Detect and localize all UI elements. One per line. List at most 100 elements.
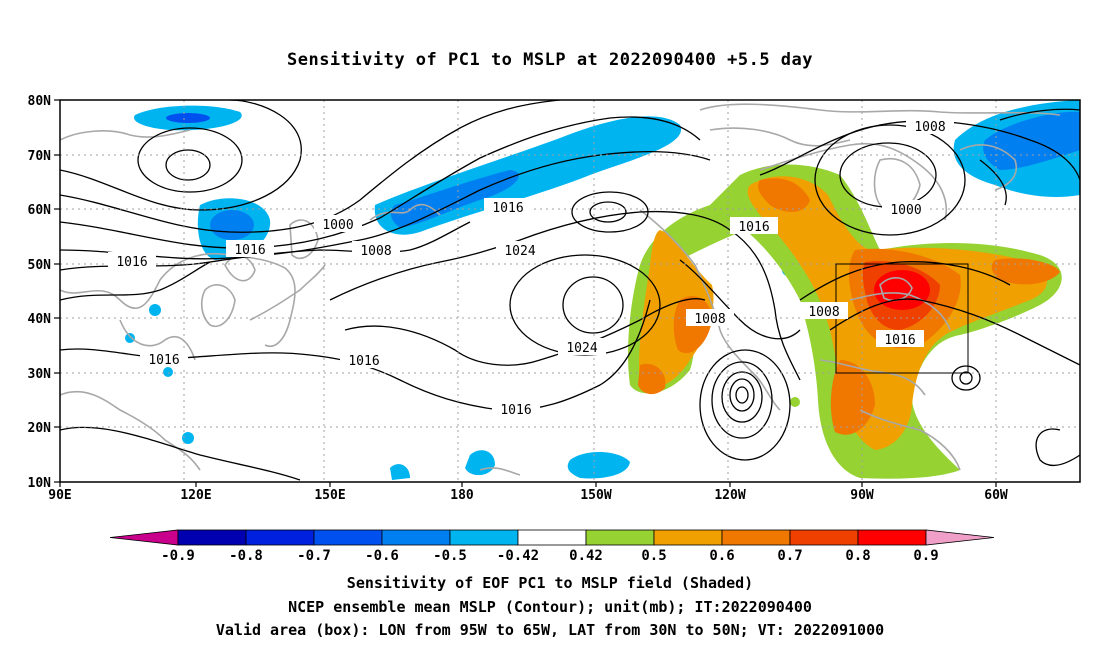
caption-shading: Sensitivity of EOF PC1 to MSLP field (Sh… (346, 574, 754, 592)
lon-label: 60W (984, 488, 1008, 503)
positive-region (991, 258, 1060, 285)
positive-region (830, 360, 875, 435)
mslp-contours (60, 100, 1080, 481)
caption-contour: NCEP ensemble mean MSLP (Contour); unit(… (288, 598, 812, 616)
colorbar-swatch (721, 529, 791, 546)
colorbar-swatch (381, 529, 451, 546)
svg-text:1024: 1024 (566, 341, 597, 356)
negative-core (390, 170, 519, 228)
lon-label: 180 (450, 488, 474, 503)
colorbar-swatch (789, 529, 859, 546)
svg-text:1008: 1008 (360, 244, 391, 259)
negative-core (166, 113, 210, 123)
svg-text:1016: 1016 (148, 353, 179, 368)
lat-label: 10N (28, 476, 52, 491)
contour-label: 1016 (226, 240, 274, 258)
contour-label: 1000 (882, 200, 930, 218)
colorbar-low-end (109, 529, 179, 546)
positive-region (638, 363, 666, 395)
svg-text:1016: 1016 (116, 255, 147, 270)
colorbar-tick-label: 0.42 (569, 548, 603, 564)
caption-valid-area: Valid area (box): LON from 95W to 65W, L… (215, 621, 885, 639)
colorbar-tick-label: -0.9 (161, 548, 195, 564)
svg-text:1008: 1008 (808, 305, 839, 320)
positive-spot (930, 454, 946, 470)
contour-label: 1008 (906, 117, 954, 135)
svg-text:1016: 1016 (500, 403, 531, 418)
lon-label: 120E (180, 488, 211, 503)
contour-label: 1016 (484, 198, 532, 216)
lat-label: 50N (28, 258, 52, 273)
lat-label: 70N (28, 149, 52, 164)
contour-label: 1016 (492, 400, 540, 418)
lon-label: 120W (714, 488, 745, 503)
plot-frame (59, 99, 1081, 483)
colorbar-tick-label: 0.9 (913, 548, 938, 564)
colorbar-swatch (857, 529, 927, 546)
svg-text:1008: 1008 (694, 312, 725, 327)
lat-label: 20N (28, 421, 52, 436)
negative-region (567, 451, 630, 479)
chart-title: Sensitivity of PC1 to MSLP at 2022090400… (286, 50, 813, 70)
contour-label: 1016 (730, 217, 778, 235)
colorbar-tick-label: 0.5 (641, 548, 666, 564)
colorbar-swatch (313, 529, 383, 546)
lon-label: 90W (850, 488, 874, 503)
colorbar-tick-label: -0.5 (433, 548, 467, 564)
colorbar-tick-label: -0.42 (497, 548, 539, 564)
lon-label: 90E (48, 488, 71, 503)
contour-label: 1008 (800, 302, 848, 320)
colorbar-tick-label: 0.6 (709, 548, 734, 564)
negative-spot (182, 432, 194, 444)
grid-lines (60, 100, 1080, 482)
negative-core (210, 210, 254, 240)
lon-ticks (59, 482, 997, 487)
contour-label: 1024 (558, 338, 606, 356)
svg-text:1016: 1016 (492, 201, 523, 216)
contour-label: 1008 (686, 309, 734, 327)
negative-region (390, 464, 410, 480)
lon-label: 150W (580, 488, 611, 503)
colorbar-tick-label: -0.8 (229, 548, 263, 564)
contour-label: 1016 (140, 350, 188, 368)
svg-text:1016: 1016 (738, 220, 769, 235)
negative-spot (163, 367, 173, 377)
contour-label: 1016 (876, 330, 924, 348)
svg-text:1016: 1016 (234, 243, 265, 258)
colorbar-swatch (177, 529, 247, 546)
colorbar-tick-labels: -0.9 -0.8 -0.7 -0.6 -0.5 -0.42 0.42 0.5 0.6 0.7 0.… (161, 548, 939, 564)
coastlines (60, 103, 1061, 476)
svg-text:1000: 1000 (890, 203, 921, 218)
lat-label: 80N (28, 94, 52, 109)
colorbar-tick-label: -0.7 (297, 548, 331, 564)
shaded-sensitivity-field (125, 100, 1080, 480)
lat-label: 30N (28, 367, 52, 382)
svg-text:1000: 1000 (322, 218, 353, 233)
svg-text:1024: 1024 (504, 244, 535, 259)
colorbar-swatch (653, 529, 723, 546)
lat-label: 40N (28, 312, 52, 327)
positive-spot (790, 397, 800, 407)
colorbar-high-end (925, 529, 995, 546)
positive-core (874, 270, 930, 310)
contour-label: 1008 (352, 241, 400, 259)
svg-text:1016: 1016 (348, 354, 379, 369)
colorbar-tick-label: -0.6 (365, 548, 399, 564)
negative-spot (149, 304, 161, 316)
contour-label: 1024 (496, 241, 544, 259)
negative-spot (125, 333, 135, 343)
lat-ticks (54, 99, 60, 483)
colorbar-swatch (449, 529, 519, 546)
colorbar (109, 529, 995, 546)
lat-labels: 80N 70N 60N 50N 40N 30N 20N 10N (28, 94, 52, 491)
colorbar-tick-label: 0.8 (845, 548, 870, 564)
lon-label: 150E (314, 488, 345, 503)
contour-label: 1016 (108, 252, 156, 270)
lon-labels: 90E 120E 150E 180 150W 120W 90W 60W (48, 488, 1008, 503)
lat-label: 60N (28, 203, 52, 218)
colorbar-tick-label: 0.7 (777, 548, 802, 564)
contour-label-group: 1008 1000 1008 1016 1016 1016 1024 1000 … (108, 117, 954, 418)
colorbar-swatch (245, 529, 315, 546)
